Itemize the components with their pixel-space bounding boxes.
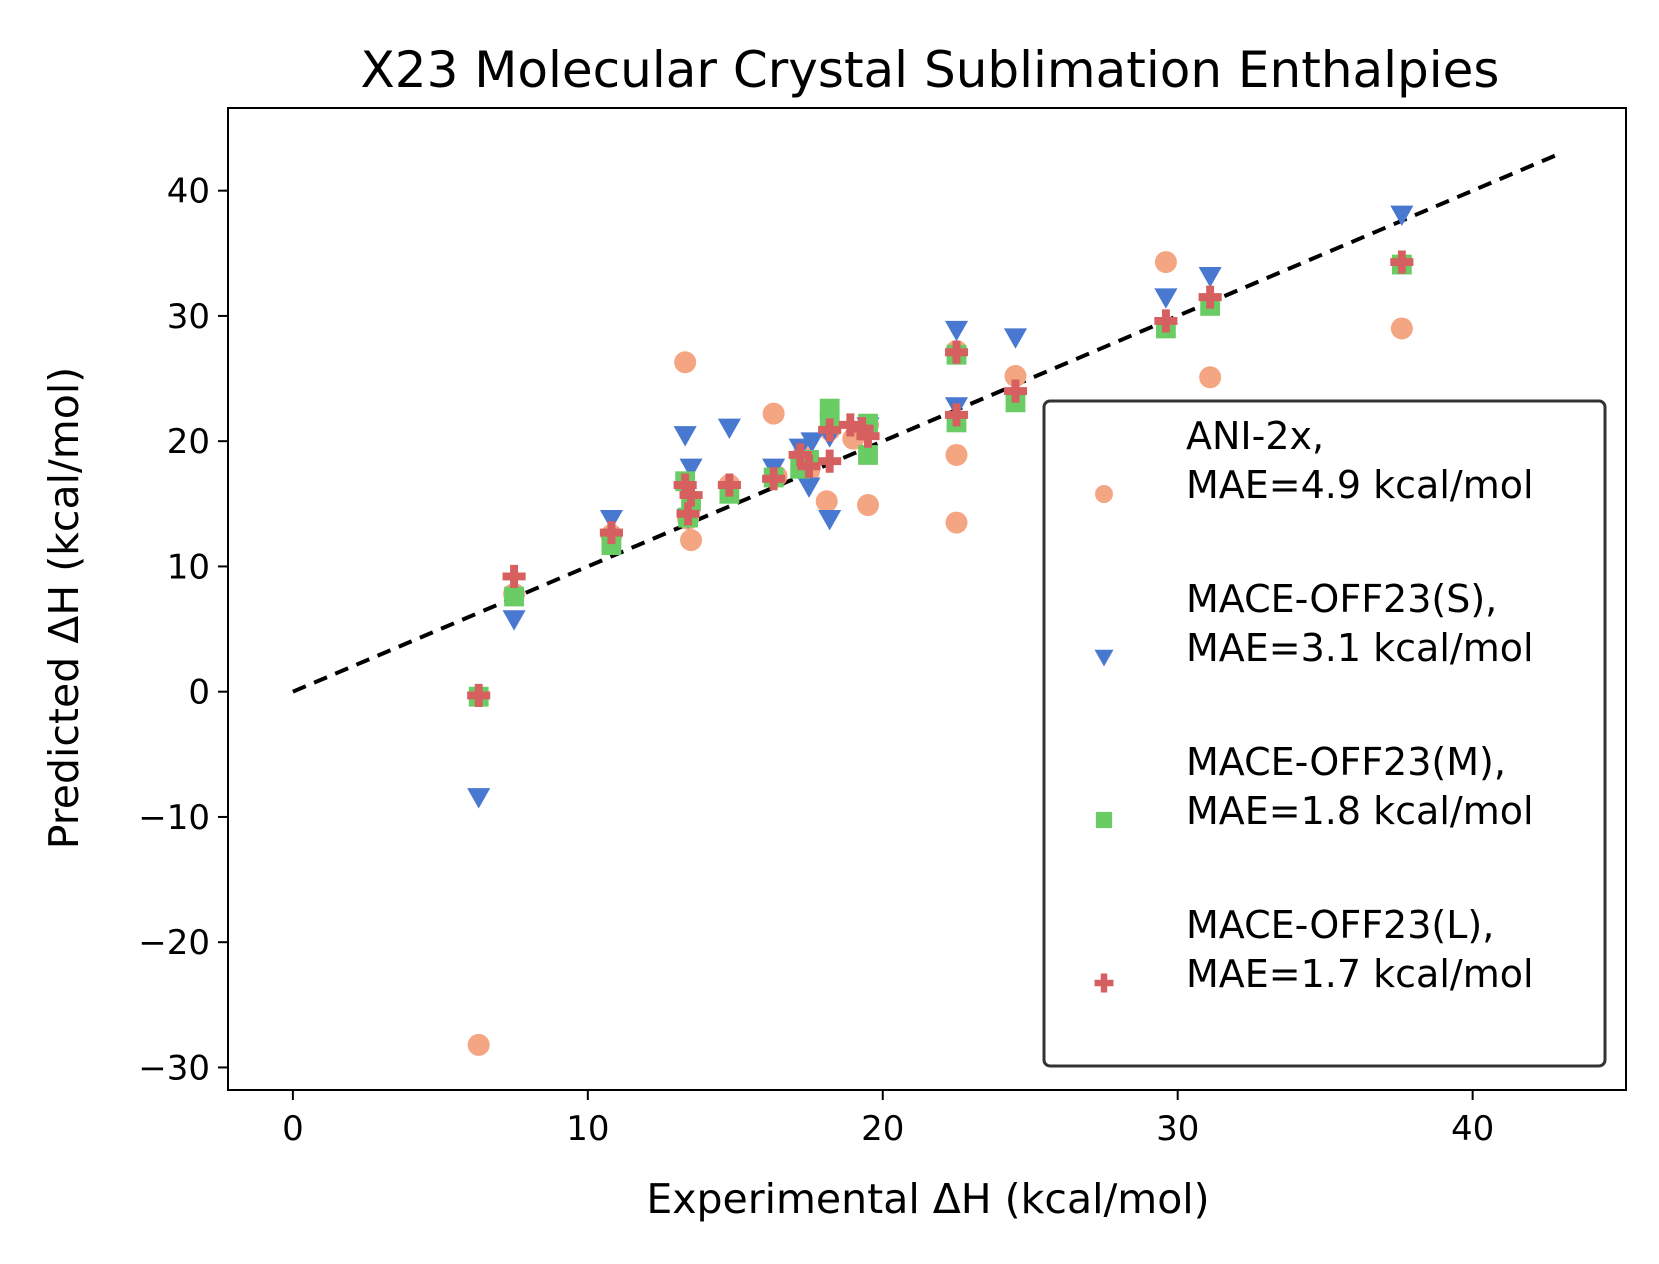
data-point <box>1154 288 1178 309</box>
legend-marker <box>1094 973 1114 993</box>
data-point <box>944 320 969 342</box>
data-point <box>1004 365 1027 388</box>
data-point <box>502 564 526 589</box>
legend-marker <box>1095 485 1113 503</box>
data-point <box>1154 309 1178 333</box>
legend-label: MACE-OFF23(L), <box>1186 903 1494 947</box>
data-point <box>1003 379 1028 403</box>
data-point <box>717 473 741 497</box>
data-point <box>673 426 697 447</box>
data-point <box>599 521 623 545</box>
data-point <box>1390 250 1414 274</box>
data-point <box>815 490 838 513</box>
legend-box <box>1042 399 1607 1068</box>
data-point <box>818 449 842 473</box>
x-tick-label: 30 <box>1156 1109 1199 1149</box>
x-tick-label: 0 <box>282 1109 304 1149</box>
y-tick-label: 10 <box>167 547 210 587</box>
data-point <box>850 417 874 441</box>
x-axis-label: Experimental ΔH (kcal/mol) <box>646 1175 1209 1223</box>
data-point <box>680 529 703 552</box>
data-point <box>818 418 842 442</box>
y-tick-label: 0 <box>188 673 210 713</box>
legend-mae: MAE=3.1 kcal/mol <box>1186 626 1534 670</box>
x-tick-label: 10 <box>566 1109 609 1149</box>
data-point <box>797 477 821 498</box>
data-point <box>1198 285 1222 309</box>
legend-marker <box>1094 649 1114 667</box>
x-tick-label: 20 <box>861 1109 904 1149</box>
data-point <box>601 535 622 556</box>
data-markers <box>467 205 1414 1056</box>
data-point <box>1198 267 1222 288</box>
data-point <box>467 1033 490 1056</box>
data-point <box>944 403 969 427</box>
data-point <box>674 351 697 374</box>
legend-mae: MAE=4.9 kcal/mol <box>1186 463 1534 507</box>
data-point <box>797 454 821 478</box>
data-point <box>676 502 700 526</box>
data-point <box>1003 328 1028 349</box>
data-point <box>945 511 968 534</box>
data-point <box>1390 205 1414 227</box>
legend-mae: MAE=1.7 kcal/mol <box>1186 952 1534 996</box>
legend-label: ANI-2x, <box>1186 414 1324 458</box>
y-tick-label: −20 <box>138 923 210 963</box>
data-point <box>800 432 824 453</box>
data-point <box>945 443 968 466</box>
legend: ANI-2x, MAE=4.9 kcal/mol MACE-OFF23(S), MAE… <box>1042 399 1607 1068</box>
data-point <box>858 445 878 465</box>
data-point <box>467 788 491 809</box>
data-point <box>1199 366 1222 389</box>
data-point <box>857 494 880 517</box>
data-point <box>679 458 703 480</box>
data-point <box>504 586 524 607</box>
data-point <box>762 402 785 425</box>
data-point <box>838 413 862 437</box>
legend-label: MACE-OFF23(S), <box>1186 577 1497 621</box>
y-tick-label: 30 <box>167 297 210 337</box>
y-tick-label: 40 <box>167 172 210 212</box>
data-point <box>467 683 491 707</box>
data-point <box>673 473 697 497</box>
data-point <box>502 610 526 631</box>
data-point <box>944 340 969 364</box>
legend-marker <box>1095 811 1113 829</box>
data-point <box>1154 251 1177 274</box>
y-axis-label: Predicted ΔH (kcal/mol) <box>40 367 88 849</box>
x-axis: 0 10 20 30 40 <box>282 1090 1494 1149</box>
y-tick-label: −30 <box>138 1048 210 1088</box>
chart-title: X23 Molecular Crystal Sublimation Enthal… <box>361 41 1500 99</box>
series-plus <box>467 250 1414 707</box>
data-point <box>1390 317 1413 340</box>
y-axis: −30 −20 −10 0 10 20 30 40 <box>138 172 228 1088</box>
data-point <box>788 443 812 467</box>
data-point <box>818 510 842 531</box>
x-tick-label: 40 <box>1451 1109 1494 1149</box>
data-point <box>856 424 880 448</box>
data-point <box>762 467 786 491</box>
legend-label: MACE-OFF23(M), <box>1186 740 1506 784</box>
data-point <box>599 510 623 531</box>
y-tick-label: 20 <box>167 422 210 462</box>
data-point <box>679 483 703 507</box>
data-point <box>717 418 741 439</box>
plot-frame <box>227 107 1627 1091</box>
legend-mae: MAE=1.8 kcal/mol <box>1186 789 1534 833</box>
y-tick-label: −10 <box>138 798 210 838</box>
